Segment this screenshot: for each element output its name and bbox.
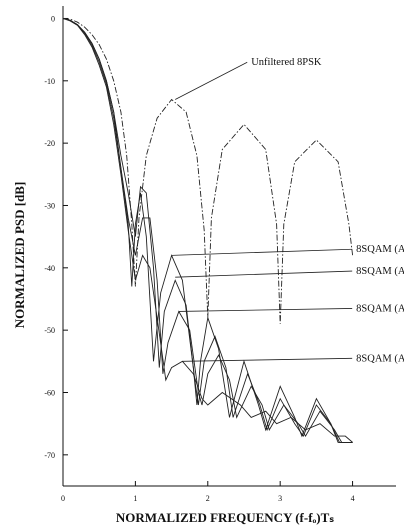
annotation-leader-3 (178, 308, 353, 312)
x-tick-label: 0 (61, 494, 65, 503)
x-tick-label: 4 (351, 494, 355, 503)
series-line-4 (62, 18, 353, 443)
annotation-label-3: 8SQAM (A=0.9) (356, 303, 404, 314)
annotation-leader-0 (175, 61, 248, 100)
x-tick-label: 3 (278, 494, 282, 503)
annotation-label-1: 8SQAM (A=1.1) (356, 244, 404, 255)
annotation-leader-2 (175, 270, 353, 278)
y-tick-label: 0 (51, 14, 55, 23)
x-axis-title: NORMALIZED FREQUENCY (f-fₒ)Tₛ (116, 510, 334, 525)
curves (62, 18, 354, 443)
y-axis-title: NORMALIZED PSD [dB] (12, 182, 27, 329)
annotation-label-2: 8SQAM (A=1.0) (356, 266, 404, 277)
y-tick-label: -40 (44, 264, 55, 273)
series-line-0 (62, 18, 354, 324)
annotations: Unfiltered 8PSK 8SQAM (A=1.1) 8SQAM (A=1.0… (171, 57, 404, 364)
annotation-leader-4 (182, 357, 353, 362)
series-line-2 (62, 18, 353, 443)
series-line-3 (62, 18, 353, 443)
y-tick-label: -10 (44, 77, 55, 86)
y-tick-label: -70 (44, 451, 55, 460)
annotation-leader-1 (171, 248, 353, 256)
x-tick-label: 1 (133, 494, 137, 503)
y-tick-label: -20 (44, 139, 55, 148)
axes: 0 -10 -20 -30 -40 -50 -60 -70 0 1 2 3 4 (44, 6, 396, 503)
x-tick-label: 2 (206, 494, 210, 503)
y-tick-label: -30 (44, 201, 55, 210)
y-tick-label: -60 (44, 388, 55, 397)
annotation-label-4: 8SQAM (A=0.8) (356, 353, 404, 364)
annotation-label-0: Unfiltered 8PSK (251, 57, 322, 68)
y-tick-label: -50 (44, 326, 55, 335)
